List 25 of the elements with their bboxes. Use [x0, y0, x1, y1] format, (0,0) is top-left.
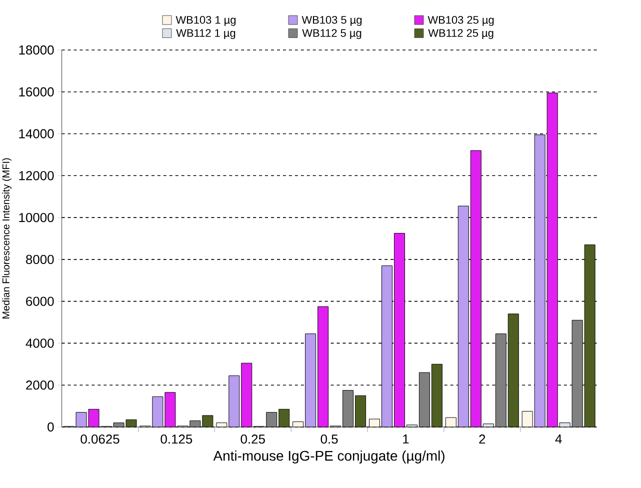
y-tick-label: 8000 [26, 254, 54, 264]
x-tick-label: 0.125 [160, 434, 192, 444]
legend-label: WB103 25 µg [428, 16, 494, 26]
legend-label: WB112 5 µg [302, 29, 362, 40]
y-tick-label: 0 [48, 422, 54, 432]
x-tick-label: 0.25 [240, 434, 265, 444]
y-axis-title: Median Fluorescence Intensity (MFI) [2, 158, 12, 319]
x-tick-label: 2 [479, 434, 486, 444]
x-axis-title: Anti-mouse IgG-PE conjugate (µg/ml) [213, 450, 444, 464]
y-tick-label: 4000 [26, 338, 54, 348]
legend-label: WB112 1 µg [176, 29, 236, 40]
y-tick-label: 2000 [26, 380, 54, 390]
y-tick-label: 6000 [26, 296, 54, 306]
x-tick-label: 4 [555, 434, 562, 444]
legend-label: WB112 25 µg [428, 29, 494, 40]
legend-label: WB103 1 µg [176, 16, 236, 26]
y-tick-label: 10000 [19, 212, 54, 222]
x-tick-label: 0.0625 [80, 434, 120, 444]
y-tick-label: 14000 [19, 129, 54, 138]
y-tick-label: 18000 [19, 45, 54, 55]
y-tick-label: 16000 [19, 87, 54, 96]
x-tick-label: 1 [403, 434, 409, 444]
x-tick-label: 0.5 [320, 434, 338, 444]
legend-label: WB103 5 µg [302, 16, 362, 26]
y-tick-label: 12000 [19, 171, 54, 180]
